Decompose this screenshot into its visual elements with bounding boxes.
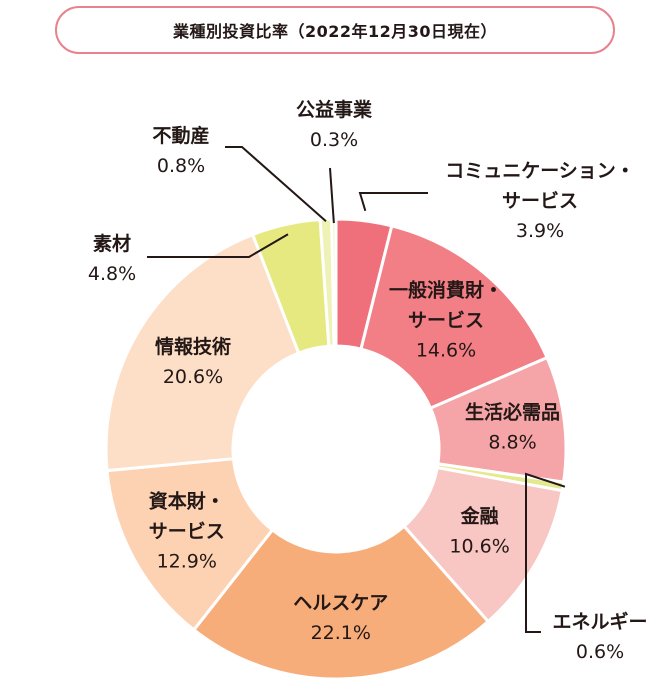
slice-6-value: 12.9% [157,550,217,572]
slice-5-value: 22.1% [311,622,371,644]
slice-6-wedge [105,457,275,632]
slice-10-leader-line [329,167,335,224]
slice-4-value: 10.6% [449,535,509,557]
slice-9-leader-line [225,146,327,222]
slice-2-name-line: 生活必需品 [465,401,560,424]
slice-3-label: エネルギー 0.6% [552,611,647,663]
slice-0-name-line: サービス [502,190,578,212]
slice-2-value: 8.8% [488,432,536,454]
slice-7-name-line: 情報技術 [155,335,231,358]
slice-4-name-line: 金融 [460,504,499,527]
slice-9-name-line: 不動産 [152,124,209,147]
slice-8-leader-line [147,233,289,258]
leader-lines [147,146,566,633]
slice-3-value: 0.6% [576,641,624,663]
slice-10-value: 0.3% [310,129,358,151]
slice-6-name-line: 資本財・ [149,489,225,512]
slice-6-name-line: サービス [149,520,225,542]
slice-10-name-line: 公益事業 [296,98,373,121]
slice-1-wedge [359,224,550,411]
slice-8-label: 素材 4.8% [88,232,136,285]
slice-5-wedge [191,524,491,681]
slice-0-label: コミュニケーション・サービス 3.9% [445,160,635,242]
slice-7-wedge [104,232,301,473]
slice-3-leader-line [525,472,566,633]
slice-1-name-line: 一般消費財・ [389,278,503,301]
slice-1-label: 一般消費財・サービス 14.6% [389,278,503,361]
slice-8-value: 4.8% [88,263,136,285]
slice-3-name-line: エネルギー [552,611,647,633]
slice-labels: コミュニケーション・サービス 3.9%一般消費財・サービス 14.6%生活必需品 8.… [88,98,648,663]
slice-10-wedge [330,217,338,348]
slice-0-name-line: コミュニケーション・ [445,160,635,182]
slice-0-value: 3.9% [516,220,564,242]
slice-7-label: 情報技術 20.6% [155,335,231,388]
slice-9-value: 0.8% [157,155,205,177]
slice-4-label: 金融 10.6% [449,504,509,557]
slice-1-value: 14.6% [416,339,476,361]
slice-9-label: 不動産 0.8% [152,124,209,177]
slice-10-label: 公益事業 0.3% [296,98,373,151]
slice-8-name-line: 素材 [93,232,131,255]
slice-1-name-line: サービス [408,309,484,331]
donut-slices [104,217,568,681]
chart-title: 業種別投資比率（2022年12月30日現在） [55,6,615,54]
slice-6-label: 資本財・サービス 12.9% [149,489,225,572]
slice-7-value: 20.6% [163,366,223,388]
slice-0-leader-line [358,192,428,212]
slice-5-label: ヘルスケア 22.1% [293,592,388,644]
slice-5-name-line: ヘルスケア [293,592,388,614]
slice-2-label: 生活必需品 8.8% [465,401,560,454]
